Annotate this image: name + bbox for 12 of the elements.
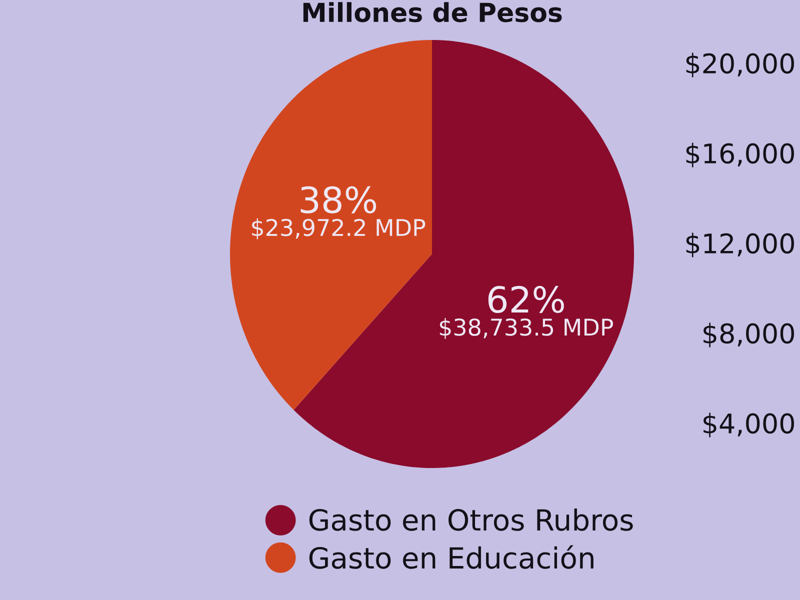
data-label: 62% [488,286,564,314]
text: $4,000 [704,412,794,438]
text: $38,733.5 MDP [440,318,613,339]
text: $23,972.2 MDP [252,218,426,240]
data-label: 38% [300,186,376,214]
legend-label: Gasto en Educación [309,545,594,569]
chart-title: Millones de Pesos [303,2,562,22]
text: $12,000 [686,232,794,258]
legend-label: Gasto en Otros Rubros [309,508,633,531]
text: $16,000 [686,142,794,168]
text: $8,000 [704,322,794,348]
text: $20,000 [686,52,794,78]
